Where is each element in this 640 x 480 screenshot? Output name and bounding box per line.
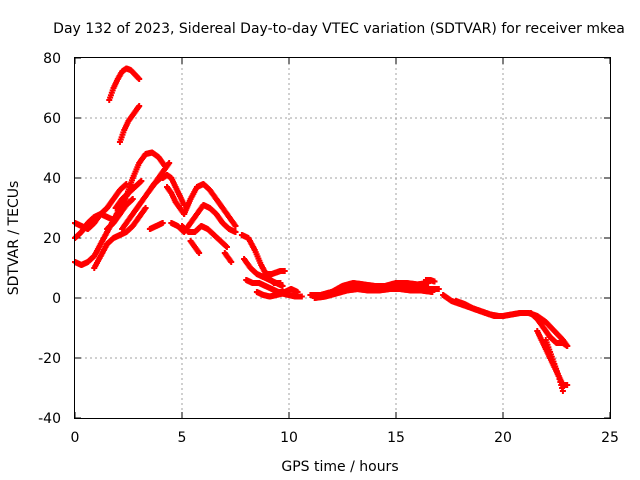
data-point xyxy=(166,160,173,166)
series-track-a xyxy=(72,181,130,232)
chart-title: Day 132 of 2023, Sidereal Day-to-day VTE… xyxy=(53,21,625,37)
series-track-f xyxy=(116,103,143,145)
series-track-p xyxy=(179,223,230,250)
y-tick-label: 20 xyxy=(43,231,61,247)
data-point xyxy=(223,244,230,250)
data-point xyxy=(136,76,143,82)
data-point xyxy=(559,388,566,394)
data-point xyxy=(196,250,203,256)
x-tick-label: 25 xyxy=(601,430,619,446)
series-track-h xyxy=(112,178,145,211)
data-point xyxy=(564,382,571,388)
y-tick-label: 60 xyxy=(43,111,61,127)
axis-ticks: 0 5 10 15 20 25 -40 -20 0 20 40 60 80 xyxy=(38,51,619,446)
data-point xyxy=(232,229,239,235)
series-track-t xyxy=(241,256,286,289)
series-track-ag xyxy=(542,337,566,394)
series-track-d xyxy=(91,205,149,271)
series-track-q xyxy=(187,238,203,256)
series-track-j xyxy=(146,220,166,232)
data-point xyxy=(129,196,136,202)
y-axis-label: SDTVAR / TECUs xyxy=(6,181,22,296)
plot-frame xyxy=(74,57,611,419)
data-point xyxy=(136,103,143,109)
data-points xyxy=(72,65,571,394)
series-track-ac xyxy=(452,298,502,319)
data-point xyxy=(232,223,239,229)
y-tick-label: -20 xyxy=(38,351,61,367)
series-track-l xyxy=(149,160,173,190)
data-point xyxy=(228,259,235,265)
data-point xyxy=(564,343,571,349)
series-track-z xyxy=(311,286,436,301)
data-point xyxy=(435,286,442,292)
series-track-ae xyxy=(527,310,571,349)
y-tick-label: 40 xyxy=(43,171,61,187)
x-tick-label: 5 xyxy=(178,430,187,446)
x-tick-label: 0 xyxy=(71,430,80,446)
x-tick-label: 20 xyxy=(494,430,512,446)
series-track-e xyxy=(106,65,143,103)
series-track-r xyxy=(221,250,235,265)
y-tick-label: -40 xyxy=(38,411,61,427)
data-point xyxy=(429,289,436,295)
series-track-o xyxy=(181,181,239,229)
y-tick-label: 0 xyxy=(52,291,61,307)
x-tick-label: 10 xyxy=(280,430,298,446)
grid-lines xyxy=(75,58,610,418)
y-tick-label: 80 xyxy=(43,51,61,67)
series-track-y xyxy=(318,280,432,298)
series-track-w xyxy=(260,268,288,280)
data-point xyxy=(281,268,288,274)
x-tick-label: 15 xyxy=(387,430,405,446)
data-point xyxy=(142,205,149,211)
data-point xyxy=(431,278,438,285)
series-track-aa xyxy=(422,277,438,285)
data-point xyxy=(298,293,305,300)
series-track-k xyxy=(159,172,188,208)
data-point xyxy=(138,178,145,184)
x-axis-label: GPS time / hours xyxy=(281,459,398,475)
data-point xyxy=(159,220,166,226)
data-point xyxy=(279,283,286,289)
series-track-v xyxy=(253,289,305,300)
